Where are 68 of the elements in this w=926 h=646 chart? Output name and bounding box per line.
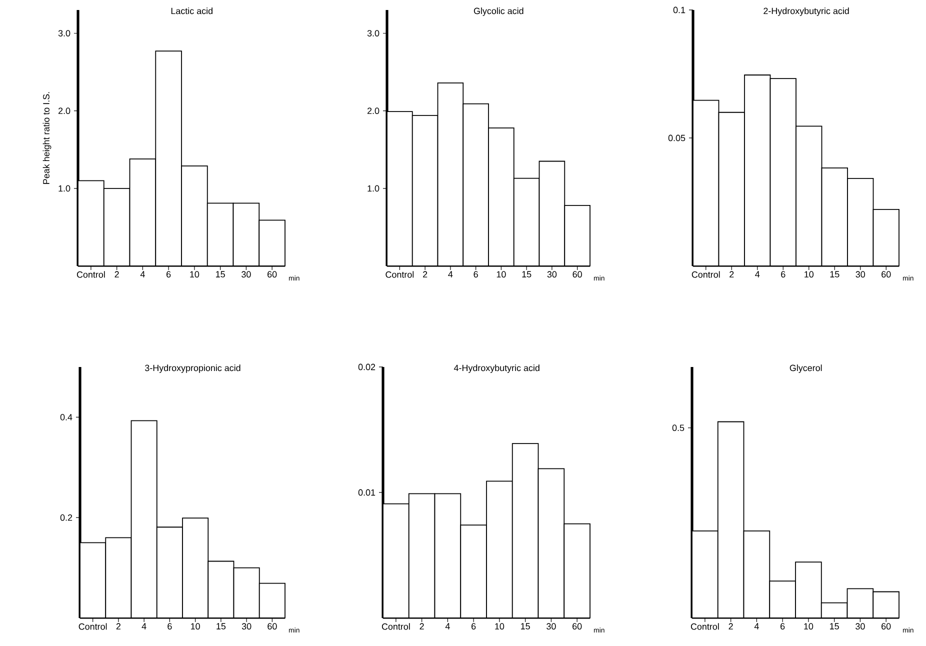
- x-tick-label: 10: [495, 623, 504, 630]
- x-tick-label: 30: [242, 623, 252, 630]
- y-tick-label: 0.5: [672, 424, 684, 432]
- chart-title: Glycerol: [790, 364, 822, 373]
- x-tick-label: 4: [142, 623, 146, 630]
- x-tick-label: Control: [692, 271, 720, 278]
- chart-title: Lactic acid: [171, 8, 212, 14]
- x-tick-label: 30: [547, 271, 557, 278]
- x-tick-label: 60: [268, 623, 277, 630]
- x-tick-label: 2: [728, 623, 733, 630]
- x-tick-label: 2: [423, 271, 428, 278]
- y-tick-label: 1.0: [58, 185, 70, 192]
- x-tick-label: 10: [496, 271, 506, 278]
- x-tick-label: 15: [521, 623, 530, 630]
- x-tick-label: 4: [755, 271, 760, 278]
- x-tick-label: Control: [690, 623, 719, 630]
- x-tick-label: 4: [448, 271, 453, 278]
- y-tick-label: 0.2: [60, 514, 72, 521]
- y-tick-label: 2.0: [58, 108, 70, 114]
- y-tick-label: 2.0: [367, 108, 380, 114]
- x-tick-label: 30: [242, 271, 251, 278]
- chart-title: 2-Hydroxybutyric acid: [764, 8, 849, 16]
- x-tick-label: 10: [191, 623, 200, 630]
- x-tick-label: 15: [216, 271, 225, 278]
- chart-title: Glycolic acid: [474, 8, 524, 16]
- y-tick-label: 0.1: [673, 6, 686, 14]
- x-tick-label: Control: [382, 623, 410, 630]
- x-tick-label: 6: [472, 623, 476, 630]
- y-tick-label: 1.0: [368, 185, 380, 192]
- y-tick-label: 0.4: [60, 414, 72, 420]
- x-tick-label: 4: [754, 623, 759, 630]
- x-tick-label: 6: [474, 271, 478, 278]
- x-tick-label: Control: [386, 271, 414, 278]
- chart-title: 3-Hydroxypropionic acid: [145, 364, 240, 373]
- x-tick-label: 10: [804, 623, 814, 630]
- y-tick-label: 3.0: [367, 30, 380, 36]
- x-tick-label: Control: [76, 271, 105, 278]
- x-tick-label: 15: [522, 271, 532, 278]
- x-tick-label: 30: [546, 623, 556, 630]
- x-tick-label: Control: [78, 623, 107, 630]
- x-tick-label: 2: [116, 623, 120, 630]
- x-tick-label: 60: [268, 271, 277, 278]
- x-tick-label: 6: [780, 623, 785, 630]
- x-tick-label: 60: [572, 271, 582, 278]
- x-tick-label: 60: [572, 623, 582, 630]
- x-tick-label: 15: [216, 623, 226, 630]
- x-tick-label: 30: [856, 623, 865, 630]
- y-tick-label: 3.0: [58, 30, 70, 36]
- chart-title: 4-Hydroxybutyric acid: [454, 364, 540, 373]
- x-tick-label: 4: [140, 271, 145, 278]
- x-tick-label: 15: [830, 271, 840, 278]
- x-tick-label: 4: [445, 623, 450, 630]
- x-tick-label: 60: [882, 623, 891, 630]
- x-tick-label: 2: [114, 271, 119, 278]
- x-tick-label: 60: [882, 271, 891, 278]
- x-tick-label: 2: [420, 623, 424, 630]
- x-tick-label: 6: [781, 271, 786, 278]
- y-tick-label: 0.01: [358, 489, 376, 496]
- y-tick-label: 0.05: [668, 134, 686, 142]
- x-tick-label: 6: [166, 271, 171, 278]
- x-tick-label: 10: [190, 271, 200, 278]
- x-tick-label: 30: [856, 271, 866, 278]
- x-tick-label: 2: [730, 271, 734, 278]
- x-tick-label: 15: [830, 623, 839, 630]
- y-tick-label: 0.02: [358, 364, 376, 370]
- x-tick-label: 6: [168, 623, 172, 630]
- y-axis-title: Peak height ratio to I.S.: [42, 92, 52, 184]
- x-tick-label: 10: [804, 271, 814, 278]
